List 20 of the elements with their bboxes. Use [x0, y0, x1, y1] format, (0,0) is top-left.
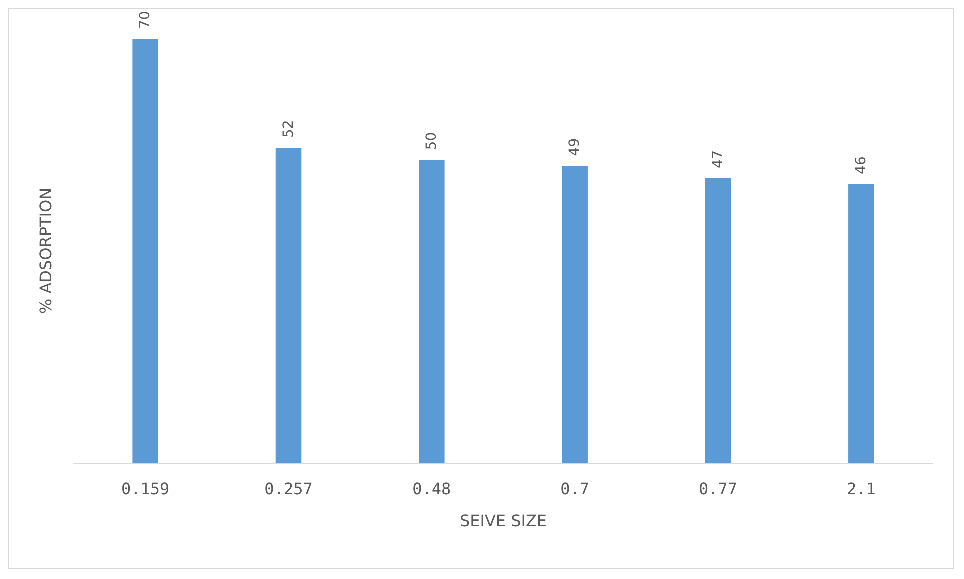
data-label: 46 [853, 156, 870, 174]
x-tick-label: 0.77 [698, 480, 738, 498]
data-label: 49 [567, 138, 584, 156]
data-label: 70 [138, 11, 154, 29]
data-label: 52 [280, 120, 297, 138]
y-axis-title: % ADSORPTION [36, 188, 56, 314]
bar [562, 166, 588, 463]
bar [419, 160, 445, 463]
x-tick-label: 0.159 [121, 480, 170, 498]
data-label: 47 [710, 150, 726, 168]
bar [276, 148, 302, 463]
x-tick-label: 0.48 [412, 480, 452, 498]
x-tick-label: 2.1 [846, 480, 876, 498]
x-tick-label: 0.257 [264, 480, 313, 498]
data-label: 50 [424, 132, 440, 150]
x-axis-title: SEIVE SIZE [460, 512, 548, 530]
bar [705, 178, 732, 463]
bar [848, 184, 874, 463]
x-tick-label: 0.7 [560, 480, 590, 498]
bar [132, 39, 158, 463]
